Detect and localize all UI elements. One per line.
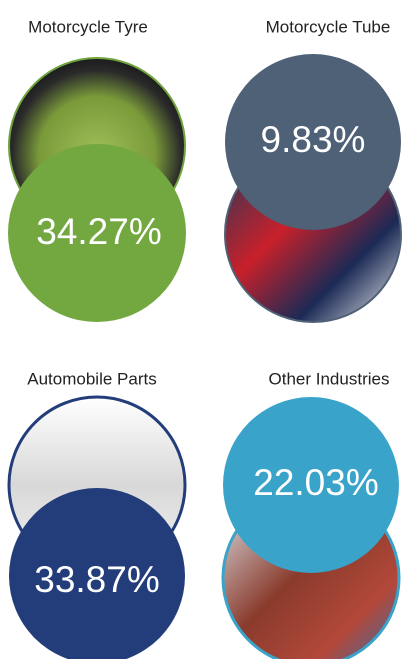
value-circle bbox=[225, 54, 401, 230]
value-label: 22.03% bbox=[253, 462, 379, 503]
value-label: 34.27% bbox=[36, 211, 162, 252]
segment-label: Motorcycle Tube bbox=[266, 17, 391, 36]
segment-label: Other Industries bbox=[269, 369, 390, 388]
value-label: 33.87% bbox=[34, 559, 160, 600]
value-label: 9.83% bbox=[261, 119, 366, 160]
segment-label: Automobile Parts bbox=[27, 369, 156, 388]
segment-label: Motorcycle Tyre bbox=[28, 17, 148, 36]
value-circle bbox=[8, 144, 186, 322]
value-circle bbox=[223, 397, 399, 573]
value-circle bbox=[9, 488, 185, 659]
